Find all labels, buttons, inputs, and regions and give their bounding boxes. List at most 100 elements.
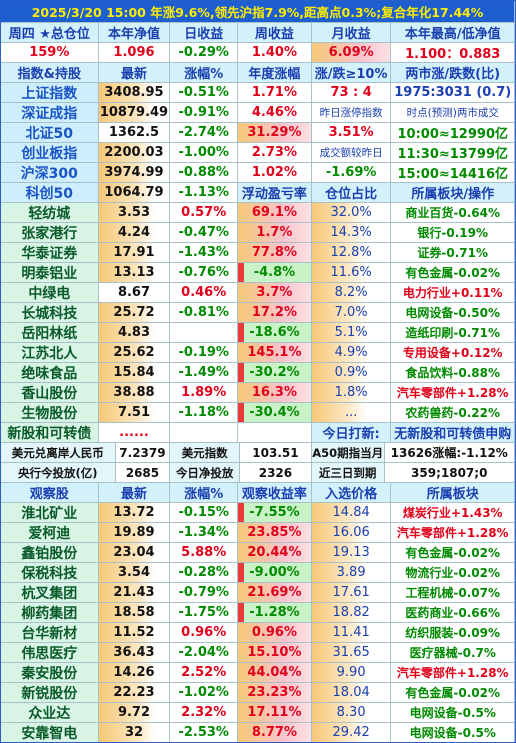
header-cell: 所属板块/操作 — [391, 183, 515, 203]
table-row: 香山股份 38.88 1.89% 16.3% 1.8% 汽车零部件+1.28% — [1, 383, 515, 403]
value-cell: 3.53 — [98, 203, 171, 223]
value-cell: 36.43 — [98, 643, 171, 663]
value-cell: -0.51% — [170, 83, 239, 103]
value-cell: 3.89 — [311, 563, 392, 583]
value-cell: -2.04% — [170, 643, 239, 663]
value-cell: 有色金属-0.02% — [391, 683, 515, 703]
value-cell: -2.74% — [170, 123, 239, 143]
title-row: 2025/3/20 15:00 年涨9.6%,领先沪指7.9%,距高点0.3%;… — [1, 1, 515, 23]
value-cell: 1.7% — [238, 223, 312, 243]
value-cell: -0.81% — [170, 303, 239, 323]
name-cell: 新股和可转债 — [1, 423, 99, 443]
name-cell: 台华新材 — [1, 623, 99, 643]
value-cell: 145.1% — [238, 343, 312, 363]
value-cell: 22.23 — [98, 683, 171, 703]
table-row: 北证50 1362.5 -2.74% 31.29% 3.51% 10:00≈12990亿 — [1, 123, 515, 143]
value-cell: -0.79% — [170, 583, 239, 603]
value-cell: 农药兽药-0.22% — [391, 403, 515, 423]
header-cell: 月收益 — [311, 23, 392, 43]
value-cell: 专用设备+0.12% — [391, 343, 515, 363]
value-cell: 5.88% — [170, 543, 239, 563]
name-cell: 鑫铂股份 — [1, 543, 99, 563]
header-cell: 所属板块 — [391, 483, 515, 503]
value-cell: 电力行业+0.11% — [391, 283, 515, 303]
value-cell: 359;1807;0 — [384, 463, 515, 483]
value-cell: 0.96% — [170, 623, 239, 643]
value-cell: 11.41 — [311, 623, 392, 643]
value-cell: 1.100：0.883 — [391, 43, 515, 63]
value-cell: 煤炭行业+1.43% — [391, 503, 515, 523]
header-cell: 年度涨幅 — [238, 63, 312, 83]
value-cell: 29.42 — [311, 723, 392, 742]
header-cell: 最新 — [98, 483, 171, 503]
header-cell: 周四 ★总仓位 — [1, 23, 99, 43]
table-row: 众业达 9.72 2.32% 17.11% 8.30 电网设备-0.5% — [1, 703, 515, 723]
value-cell: 2685 — [115, 463, 171, 483]
value-cell: -1.18% — [170, 403, 239, 423]
table-row: 鑫铂股份 23.04 5.88% 20.44% 19.13 有色金属-0.02% — [1, 543, 515, 563]
value-cell: 15.10% — [238, 643, 312, 663]
value-cell: 0.57% — [170, 203, 239, 223]
name-cell: 北证50 — [1, 123, 99, 143]
header-cell: 入选价格 — [311, 483, 392, 503]
value-cell: 3974.99 — [98, 163, 171, 183]
value-cell: 医疗器械-0.7% — [391, 643, 515, 663]
value-cell: 44.04% — [238, 663, 312, 683]
value-cell: 造纸印刷-0.71% — [391, 323, 515, 343]
name-cell: 创业板指 — [1, 143, 99, 163]
table-row: 周四 ★总仓位 本年净值 日收益 周收益 月收益 本年最高/低净值 — [1, 23, 515, 43]
header-cell: 最新 — [98, 63, 171, 83]
table-row: 美元兑离岸人民币 7.2379 美元指数 103.51 A50期指当月 13626涨幅:-… — [1, 443, 515, 463]
table-row: 岳阳林纸 4.83 -18.6% 5.1% 造纸印刷-0.71% — [1, 323, 515, 343]
value-cell: 11.6% — [311, 263, 392, 283]
value-cell: 15:00≈14416亿 — [391, 163, 515, 183]
value-cell: 工程机械-0.07% — [391, 583, 515, 603]
value-cell: 9.72 — [98, 703, 171, 723]
value-cell: 2.73% — [238, 143, 312, 163]
value-cell: -4.8% — [238, 263, 312, 283]
value-cell: 16.06 — [311, 523, 392, 543]
value-cell: -0.91% — [170, 103, 239, 123]
table-row: 科创50 1064.79 -1.13% 浮动盈亏率 仓位占比 所属板块/操作 — [1, 183, 515, 203]
value-cell: 商业百货-0.64% — [391, 203, 515, 223]
table-row: 159% 1.096 -0.29% 1.40% 6.09% 1.100：0.883 — [1, 43, 515, 63]
value-cell: -1.34% — [170, 523, 239, 543]
table-row: 安靠智电 32 -2.53% 8.77% 29.42 电网设备-0.5% — [1, 723, 515, 742]
value-cell: 103.51 — [240, 443, 312, 463]
header-cell: 仓位占比 — [311, 183, 392, 203]
value-cell: 1.40% — [238, 43, 312, 63]
table-row: 沪深300 3974.99 -0.88% 1.02% -1.69% 15:00≈14416… — [1, 163, 515, 183]
value-cell: 2326 — [240, 463, 312, 483]
value-cell: -0.76% — [170, 263, 239, 283]
header-cell: 无新股和可转债申购 — [391, 423, 515, 443]
value-cell: 6.09% — [311, 43, 392, 63]
value-cell: 8.30 — [311, 703, 392, 723]
value-cell: -1.00% — [170, 143, 239, 163]
header-cell: 浮动盈亏率 — [238, 183, 312, 203]
value-cell: 25.62 — [98, 343, 171, 363]
header-cell: 本年净值 — [98, 23, 171, 43]
value-cell: 美元兑离岸人民币 — [1, 443, 116, 463]
value-cell: 证券-0.71% — [391, 243, 515, 263]
value-cell: -18.6% — [238, 323, 312, 343]
value-cell: 159% — [1, 43, 99, 63]
empty-cell — [170, 423, 239, 443]
value-cell: 8.77% — [238, 723, 312, 742]
name-cell: 中绿电 — [1, 283, 99, 303]
value-cell: 3.51% — [311, 123, 392, 143]
name-cell: 保税科技 — [1, 563, 99, 583]
table-row: 秦安股份 14.26 2.52% 44.04% 9.90 汽车零部件+1.28% — [1, 663, 515, 683]
value-cell: -1.75% — [170, 603, 239, 623]
table-row: 华泰证券 17.91 -1.43% 77.8% 12.8% 证券-0.71% — [1, 243, 515, 263]
name-cell: 华泰证券 — [1, 243, 99, 263]
value-cell: 19.89 — [98, 523, 171, 543]
value-cell: 15.84 — [98, 363, 171, 383]
table-row: 轻纺城 3.53 0.57% 69.1% 32.0% 商业百货-0.64% — [1, 203, 515, 223]
value-cell: 17.91 — [98, 243, 171, 263]
table-row: 新锐股份 22.23 -1.02% 23.23% 18.04 有色金属-0.02% — [1, 683, 515, 703]
name-cell: 秦安股份 — [1, 663, 99, 683]
value-cell: 18.04 — [311, 683, 392, 703]
table-row: 央行今投放(亿) 2685 今日净投放 2326 近三日到期 359;1807;0 — [1, 463, 515, 483]
name-cell: 上证指数 — [1, 83, 99, 103]
value-cell: 4.46% — [238, 103, 312, 123]
